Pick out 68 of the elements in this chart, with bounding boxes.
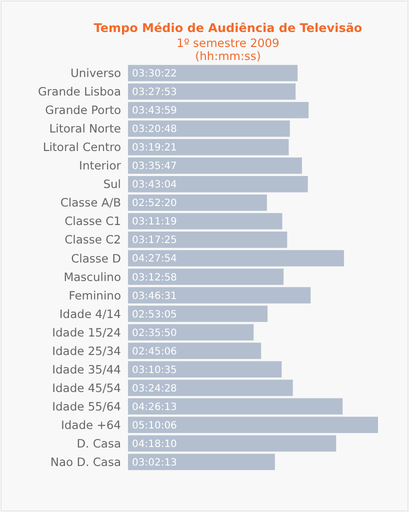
data-label: 04:26:13 bbox=[132, 402, 177, 413]
data-label: 03:02:13 bbox=[132, 457, 177, 468]
data-label: 03:43:59 bbox=[132, 106, 177, 117]
bar bbox=[128, 83, 296, 100]
bar bbox=[128, 213, 282, 230]
data-label: 02:52:20 bbox=[132, 198, 177, 210]
bar bbox=[128, 306, 268, 322]
bar bbox=[128, 232, 288, 248]
y-tick-label: Idade 15/24 bbox=[52, 325, 121, 340]
bar bbox=[128, 268, 284, 285]
y-tick-label: Idade 25/34 bbox=[52, 344, 121, 358]
y-tick-label: Classe A/B bbox=[60, 196, 122, 210]
data-label: 03:10:35 bbox=[132, 364, 177, 376]
bar bbox=[128, 138, 289, 156]
bar bbox=[128, 120, 290, 137]
y-tick-label: Grande Porto bbox=[45, 103, 121, 118]
y-tick-label: Classe C1 bbox=[64, 214, 121, 228]
data-label: 02:35:50 bbox=[132, 328, 177, 339]
bar bbox=[128, 250, 344, 266]
data-label: 02:45:06 bbox=[132, 346, 177, 358]
data-label: 03:27:53 bbox=[132, 87, 177, 98]
bar bbox=[128, 342, 262, 359]
y-tick-label: Feminino bbox=[68, 288, 121, 302]
bar bbox=[128, 454, 275, 470]
bar bbox=[128, 176, 308, 192]
y-tick-label: Idade +64 bbox=[60, 418, 121, 432]
data-label: 03:30:22 bbox=[132, 68, 177, 80]
bar bbox=[128, 102, 309, 118]
y-tick-label: Masculino bbox=[64, 270, 121, 284]
y-tick-label: Litoral Norte bbox=[49, 122, 121, 136]
data-label: 03:24:28 bbox=[132, 383, 177, 394]
bar bbox=[128, 64, 298, 82]
data-label: 03:11:19 bbox=[132, 216, 177, 228]
bar bbox=[128, 158, 302, 174]
data-label: 03:20:48 bbox=[132, 124, 177, 136]
data-label: 03:43:04 bbox=[132, 180, 177, 191]
data-label: 04:27:54 bbox=[132, 254, 177, 265]
chart-title: Tempo Médio de Audiência de Televisão bbox=[94, 21, 362, 35]
y-tick-label: Idade 4/14 bbox=[59, 306, 121, 321]
data-label: 03:35:47 bbox=[132, 161, 177, 172]
data-label: 02:53:05 bbox=[132, 309, 177, 320]
y-tick-label: Classe C2 bbox=[64, 232, 121, 247]
y-tick-label: Idade 35/44 bbox=[52, 362, 121, 376]
y-tick-label: Idade 45/54 bbox=[52, 380, 121, 395]
data-label: 03:12:58 bbox=[132, 272, 177, 284]
data-label: 03:19:21 bbox=[132, 142, 177, 154]
y-tick-label: Nao D. Casa bbox=[50, 454, 121, 469]
data-label: 04:18:10 bbox=[132, 438, 177, 450]
data-label: 05:10:06 bbox=[132, 420, 177, 432]
y-tick-label: Sul bbox=[103, 177, 121, 192]
bar bbox=[128, 435, 336, 452]
bar bbox=[128, 324, 254, 340]
y-tick-label: Litoral Centro bbox=[42, 140, 121, 154]
y-tick-label: D. Casa bbox=[76, 436, 121, 450]
bar bbox=[128, 398, 343, 415]
chart-subtitle: 1º semestre 2009 (hh:mm:ss) bbox=[176, 36, 280, 63]
y-tick-label: Idade 55/64 bbox=[52, 399, 121, 414]
y-tick-label: Classe D bbox=[71, 251, 122, 266]
bar bbox=[128, 194, 267, 211]
bar bbox=[128, 380, 293, 396]
data-label: 03:46:31 bbox=[132, 290, 177, 302]
bar bbox=[128, 416, 378, 434]
bar bbox=[128, 361, 282, 378]
y-tick-label: Universo bbox=[70, 66, 121, 80]
data-label: 03:17:25 bbox=[132, 235, 177, 246]
y-tick-label: Interior bbox=[79, 158, 122, 173]
bar bbox=[128, 287, 311, 304]
y-tick-label: Grande Lisboa bbox=[38, 84, 121, 99]
